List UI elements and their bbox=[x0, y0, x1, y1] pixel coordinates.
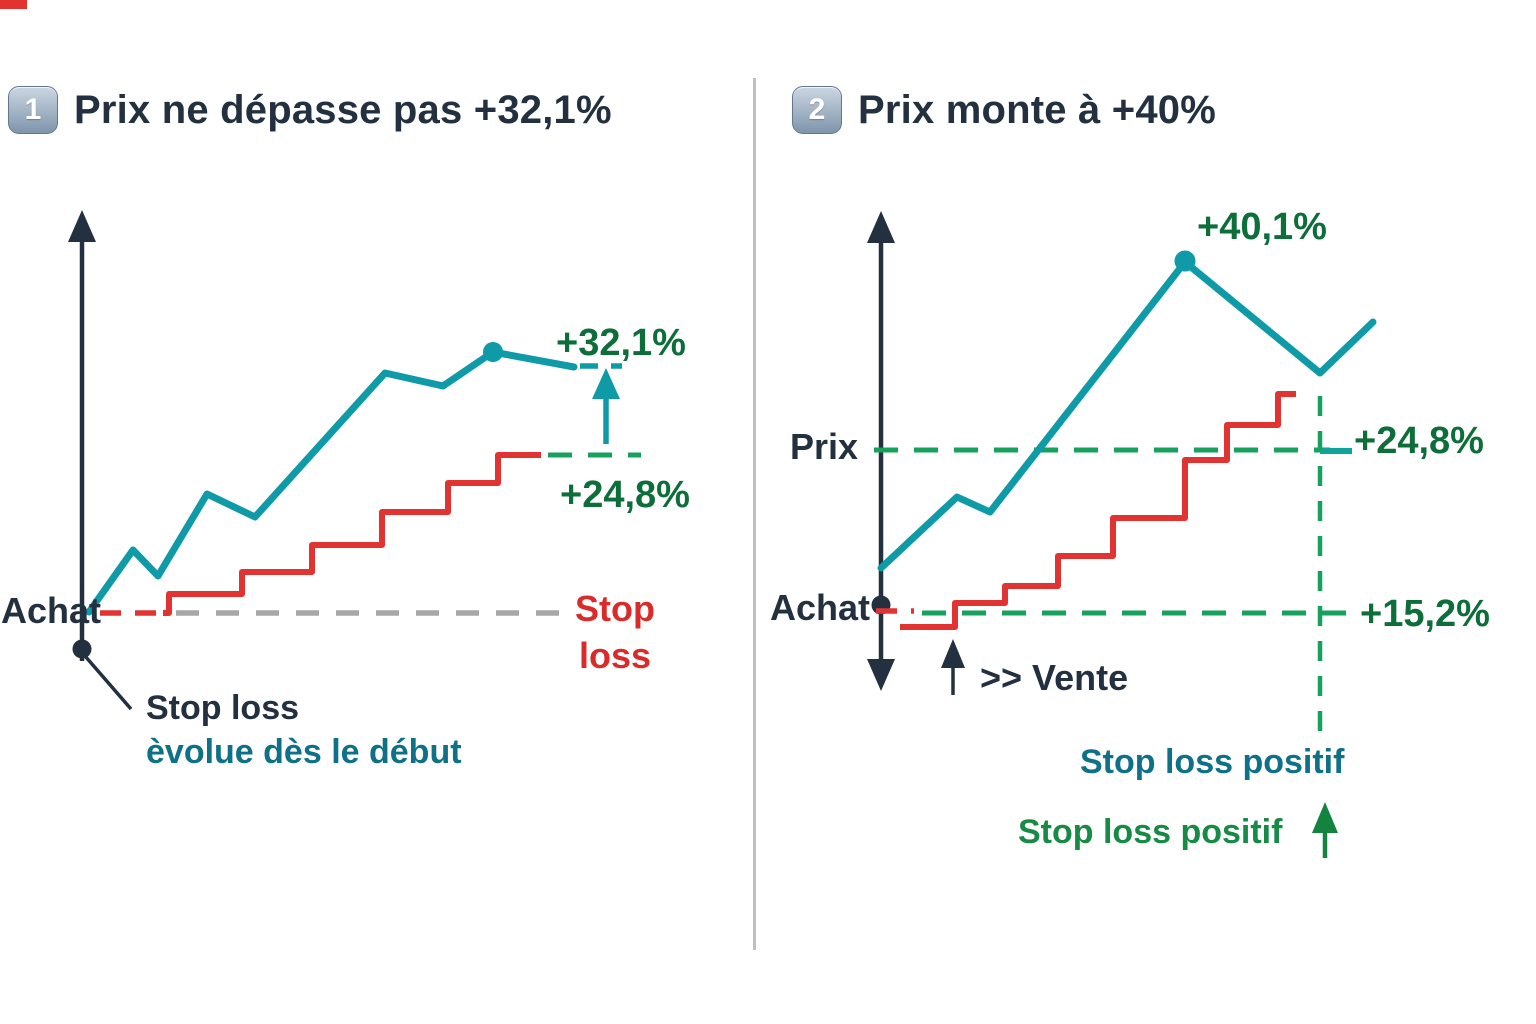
stoploss-positif-lower-label: Stop loss positif bbox=[1018, 813, 1283, 851]
keycap-2-icon: 2 bbox=[792, 86, 842, 134]
right-trail-percent-label: +24,8% bbox=[1354, 420, 1484, 462]
vente-arrow-head-icon bbox=[941, 639, 965, 668]
right-prix-label: Prix bbox=[789, 426, 858, 467]
left-axis-up-arrow-icon bbox=[68, 210, 96, 242]
right-sell-percent-label: +15,2% bbox=[1360, 593, 1490, 635]
left-stoploss-level-label: Stop loss bbox=[575, 588, 655, 676]
left-gap-arrow-head-icon bbox=[592, 368, 620, 399]
stoploss-positif-arrow-head-icon bbox=[1312, 802, 1338, 833]
left-price-peak-dot bbox=[483, 342, 503, 362]
left-trail-percent-label: +24,8% bbox=[560, 474, 690, 516]
right-price-line bbox=[877, 258, 1377, 572]
right-price-peak-dot bbox=[1174, 250, 1196, 272]
left-annotation-pointer-line bbox=[83, 654, 133, 711]
left-annotation-subtitle: èvolue dès le début bbox=[146, 733, 462, 771]
left-panel-header: 1 Prix ne dépasse pas +32,1% bbox=[8, 86, 612, 134]
right-panel-header: 2 Prix monte à +40% bbox=[792, 86, 1216, 134]
right-achat-label: Achat bbox=[770, 587, 871, 628]
stoploss-positif-upper-label: Stop loss positif bbox=[1080, 743, 1345, 781]
left-stoploss-step-line bbox=[163, 452, 541, 616]
left-price-line bbox=[85, 348, 578, 616]
panel-divider bbox=[753, 78, 756, 950]
left-panel-title: Prix ne dépasse pas +32,1% bbox=[74, 87, 612, 132]
left-buy-point-dot bbox=[72, 639, 92, 659]
left-achat-label: Achat bbox=[1, 590, 102, 631]
top-edge-red-artifact bbox=[0, 0, 27, 9]
keycap-1-icon: 1 bbox=[8, 86, 58, 134]
right-axis-down-arrow-icon bbox=[867, 659, 895, 691]
left-peak-percent-label: +32,1% bbox=[556, 322, 686, 364]
right-axis-up-arrow-icon bbox=[867, 211, 895, 243]
right-peak-percent-label: +40,1% bbox=[1197, 206, 1327, 248]
right-panel-title: Prix monte à +40% bbox=[858, 87, 1217, 132]
right-stoploss-step-line bbox=[900, 391, 1296, 630]
left-annotation-title: Stop loss bbox=[146, 689, 300, 727]
right-vente-label: >> Vente bbox=[980, 657, 1129, 698]
